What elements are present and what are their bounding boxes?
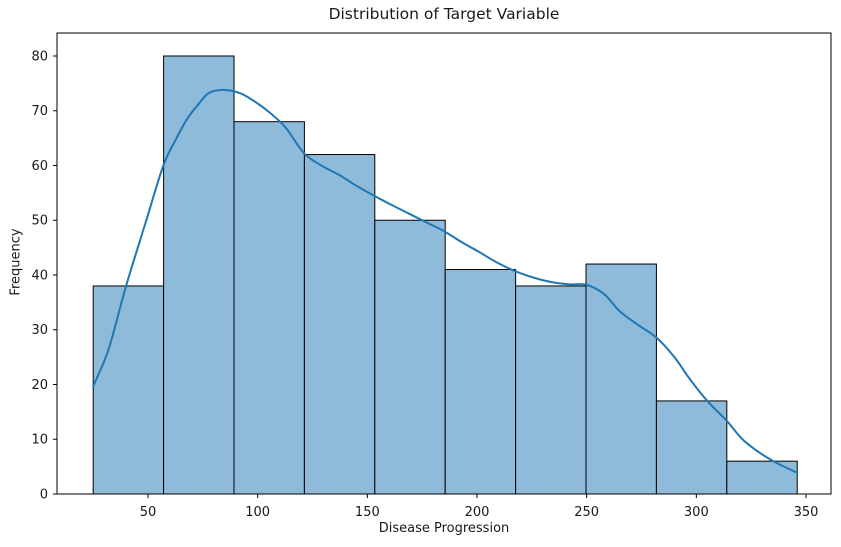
histogram-bar (585, 263, 657, 495)
histogram-bar (163, 55, 235, 495)
y-tick-label: 40 (31, 268, 48, 283)
y-tick-label: 50 (31, 214, 48, 229)
histogram-bar (303, 154, 376, 495)
x-tick-label: 350 (794, 505, 819, 520)
x-tick-label: 100 (245, 505, 270, 520)
histogram-bar (515, 285, 587, 495)
x-tick-label: 150 (355, 505, 380, 520)
y-tick-label: 20 (31, 378, 48, 393)
y-tick-label: 30 (31, 323, 48, 338)
histogram-bar (726, 460, 798, 495)
y-tick-label: 10 (31, 433, 48, 448)
histogram-bars (92, 55, 798, 495)
chart-title: Distribution of Target Variable (328, 5, 560, 23)
histogram-bar (444, 269, 517, 495)
x-tick-label: 50 (140, 505, 157, 520)
x-tick-label: 250 (574, 505, 599, 520)
histogram-bar (92, 285, 165, 495)
histogram-bar (374, 219, 446, 495)
plot-frame (56, 32, 832, 495)
x-axis-label: Disease Progression (378, 521, 510, 536)
histogram-bar (655, 400, 728, 495)
x-tick-label: 300 (684, 505, 709, 520)
y-tick-label: 80 (31, 49, 48, 64)
y-axis-ticks: 0 10 20 30 40 50 60 70 80 (31, 49, 57, 503)
histogram-bar (233, 121, 305, 495)
y-tick-label: 0 (40, 488, 48, 503)
x-axis-ticks: 50 100 150 200 250 300 350 (140, 494, 819, 520)
y-tick-label: 60 (31, 159, 48, 174)
kde-curve (92, 88, 799, 474)
x-tick-label: 200 (465, 505, 490, 520)
y-tick-label: 70 (31, 104, 48, 119)
y-axis-label: Frequency (8, 228, 24, 296)
